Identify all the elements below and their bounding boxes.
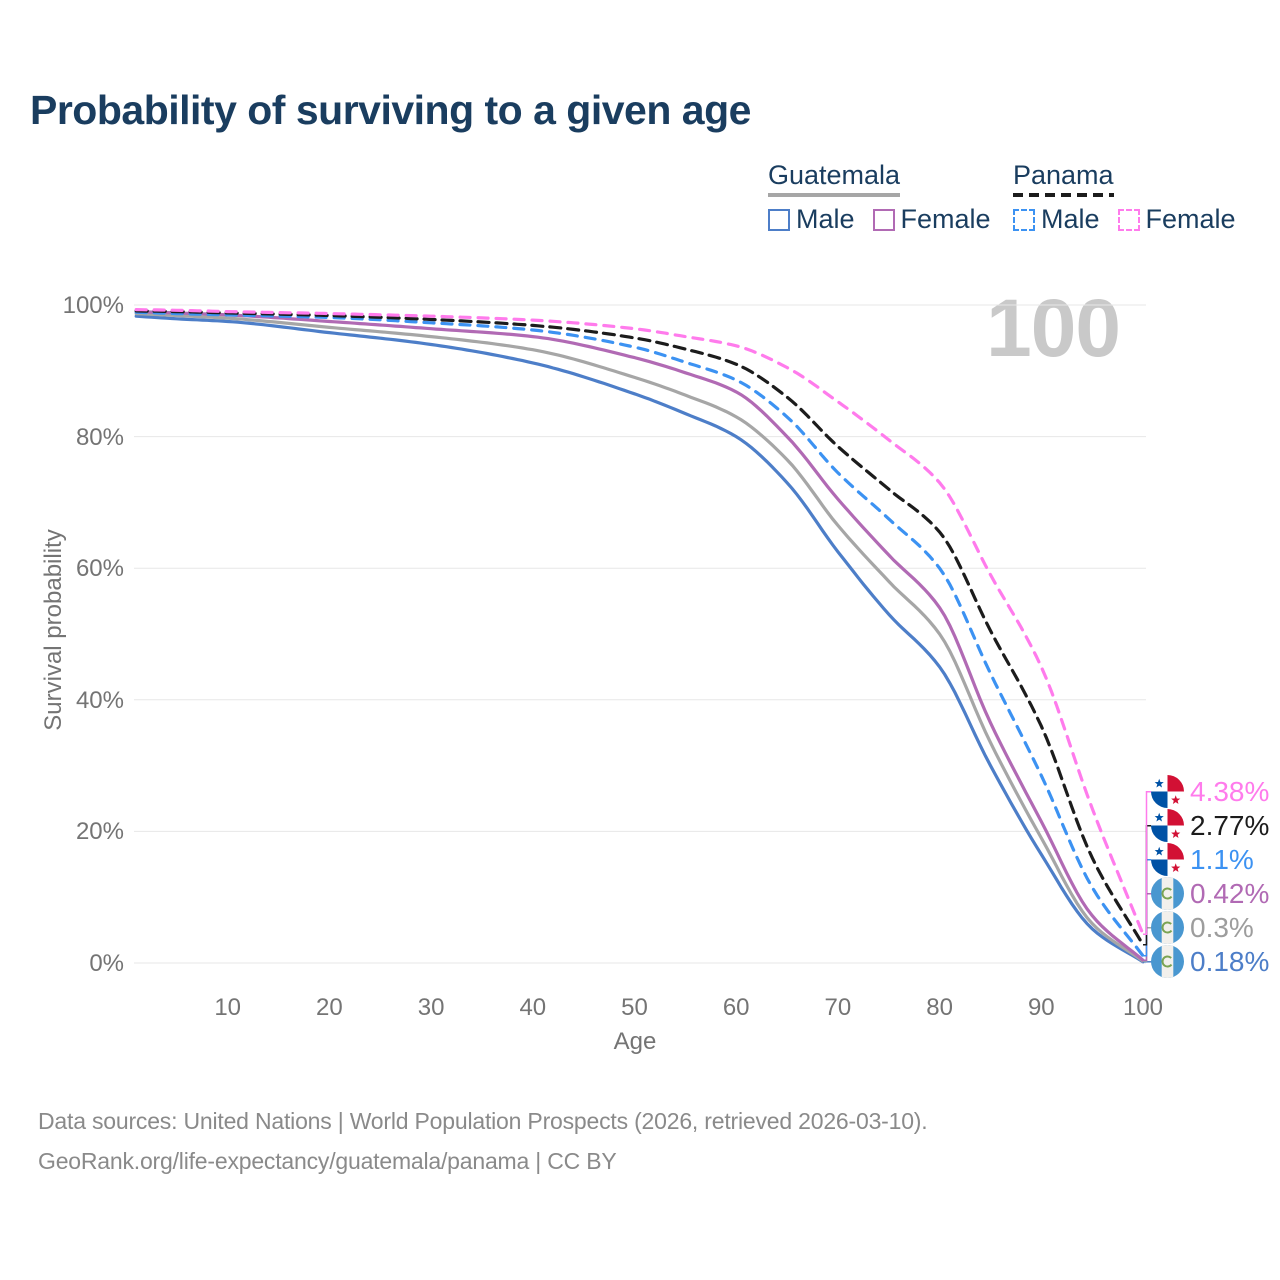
x-tick-80: 80 [926, 994, 953, 1021]
legend-label-guatemala-female: Female [900, 204, 991, 235]
legend-label-panama-female: Female [1145, 204, 1236, 235]
series-line-guatemala-both [134, 312, 1145, 963]
legend-underline-dashed [1013, 193, 1114, 198]
x-tick-10: 10 [214, 994, 242, 1021]
x-tick-100: 100 [1122, 994, 1164, 1021]
guatemala-flag-icon [1151, 911, 1184, 945]
series-line-panama-both [134, 309, 1145, 947]
panama-flag-icon [1151, 843, 1184, 877]
legend-item-guatemala-male[interactable]: Male [768, 206, 855, 233]
legend-item-panama-female[interactable]: Female [1117, 204, 1236, 235]
legend-checkbox-panama-female[interactable] [1117, 208, 1140, 231]
legend-checkbox-panama-male[interactable] [1013, 208, 1035, 231]
end-label-guatemala-female: 0.42% [1151, 877, 1269, 911]
series-line-panama-female [134, 308, 1145, 936]
series-line-panama-male [134, 310, 1145, 958]
y-tick-40: 40% [75, 686, 124, 714]
y-tick-80: 80% [75, 423, 124, 451]
x-tick-40: 40 [519, 994, 547, 1021]
y-tick-100: 100% [62, 292, 124, 319]
data-sources-note: Data sources: United Nations | World Pop… [38, 1108, 928, 1134]
legend-label-panama-male: Male [1041, 204, 1100, 235]
legend-checkbox-guatemala-male[interactable] [768, 208, 790, 231]
citation-note: GeoRank.org/life-expectancy/guatemala/pa… [38, 1148, 617, 1174]
age-counter: 100 [986, 283, 1121, 374]
legend-underline-solid [768, 193, 901, 198]
end-label-value: 0.3% [1190, 911, 1254, 943]
y-tick-20: 20% [75, 818, 124, 846]
x-tick-70: 70 [824, 994, 852, 1021]
end-label-value: 0.18% [1190, 945, 1270, 977]
legend-country-panama[interactable]: Panama [1013, 160, 1114, 190]
legend-group-panama: Panama Male Female [1013, 160, 1236, 233]
legend-country-guatemala[interactable]: Guatemala [768, 160, 901, 190]
end-label-value: 1.1% [1190, 843, 1254, 875]
legend-label-guatemala-male: Male [796, 204, 855, 235]
end-label-connector [1143, 791, 1152, 935]
legend-item-panama-male[interactable]: Male [1013, 206, 1100, 233]
panama-flag-icon [1151, 809, 1184, 843]
end-label-guatemala-both: 0.3% [1151, 911, 1254, 945]
y-tick-0: 0% [89, 950, 124, 977]
guatemala-flag-icon [1151, 945, 1184, 979]
end-label-panama-both: 2.77% [1151, 809, 1269, 843]
end-label-value: 2.77% [1190, 809, 1270, 841]
end-label-value: 0.42% [1190, 877, 1270, 909]
legend-item-guatemala-female[interactable]: Female [872, 204, 991, 235]
y-tick-60: 60% [75, 555, 124, 583]
page-title: Probability of surviving to a given age [30, 87, 751, 133]
end-label-guatemala-male: 0.18% [1151, 945, 1269, 979]
end-label-panama-male: 1.1% [1151, 843, 1254, 877]
x-axis-title: Age [613, 1028, 657, 1055]
x-tick-20: 20 [316, 994, 343, 1021]
x-tick-50: 50 [621, 994, 648, 1021]
end-label-panama-female: 4.38% [1151, 775, 1269, 809]
x-tick-30: 30 [417, 994, 445, 1021]
x-tick-60: 60 [722, 994, 750, 1021]
panama-flag-icon [1151, 775, 1184, 809]
series-line-guatemala-male [134, 314, 1145, 964]
end-label-value: 4.38% [1190, 775, 1270, 807]
series-line-guatemala-female [134, 310, 1145, 962]
x-tick-90: 90 [1027, 994, 1055, 1021]
legend-group-guatemala: Guatemala Male Female [768, 160, 991, 233]
guatemala-flag-icon [1151, 877, 1184, 911]
legend-checkbox-guatemala-female[interactable] [872, 208, 895, 231]
